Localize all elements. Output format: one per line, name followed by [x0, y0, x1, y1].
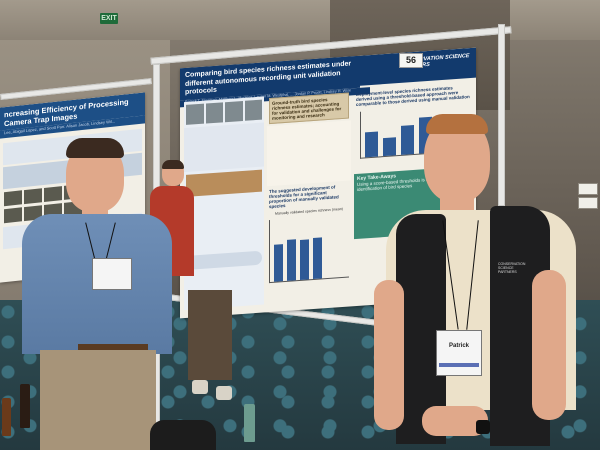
- spectrogram-image: [225, 100, 243, 123]
- poster-bar: [287, 239, 296, 281]
- spectrogram-image: [186, 103, 204, 125]
- wall-sign: [578, 197, 598, 209]
- badge-name: Patrick: [448, 343, 469, 349]
- background-person: [150, 160, 232, 420]
- poster-bar: [313, 237, 322, 280]
- person-right: CONSERVATION SCIENCE PARTNERS Patrick: [372, 110, 587, 450]
- vest-logo: CONSERVATION SCIENCE PARTNERS: [498, 262, 526, 274]
- poster-column-middle: Ground-truth bird species richness estim…: [267, 90, 351, 304]
- smartwatch: [476, 420, 490, 434]
- khaki-pants: [40, 350, 156, 450]
- hair: [66, 138, 124, 158]
- bottle: [2, 398, 11, 436]
- booth-number-sign: 56: [399, 53, 423, 68]
- left-arm: [374, 280, 404, 430]
- threshold-heading: The suggested development of thresholds …: [269, 184, 339, 210]
- hair: [426, 114, 488, 134]
- bottle: [20, 384, 30, 428]
- water-bottle: [244, 404, 255, 442]
- exit-sign: EXIT: [100, 13, 118, 24]
- name-badge: [92, 258, 132, 290]
- poster-frame-post-right: [498, 24, 505, 206]
- black-vest: [396, 214, 446, 444]
- person-left: [18, 138, 178, 450]
- bar-chart-middle: [269, 214, 349, 284]
- callout-box: Ground-truth bird species richness estim…: [269, 92, 349, 125]
- poster-bar: [300, 239, 309, 280]
- name-badge: Patrick: [436, 330, 482, 376]
- spectrogram-image: [205, 102, 223, 124]
- ceiling: [0, 0, 600, 40]
- main-finding: Deployment-level species richness estima…: [356, 85, 470, 108]
- poster-bar: [274, 243, 283, 282]
- wall-sign: [578, 183, 598, 195]
- backpack: [150, 420, 216, 450]
- spectrogram-image: [244, 99, 262, 121]
- right-arm: [532, 270, 566, 420]
